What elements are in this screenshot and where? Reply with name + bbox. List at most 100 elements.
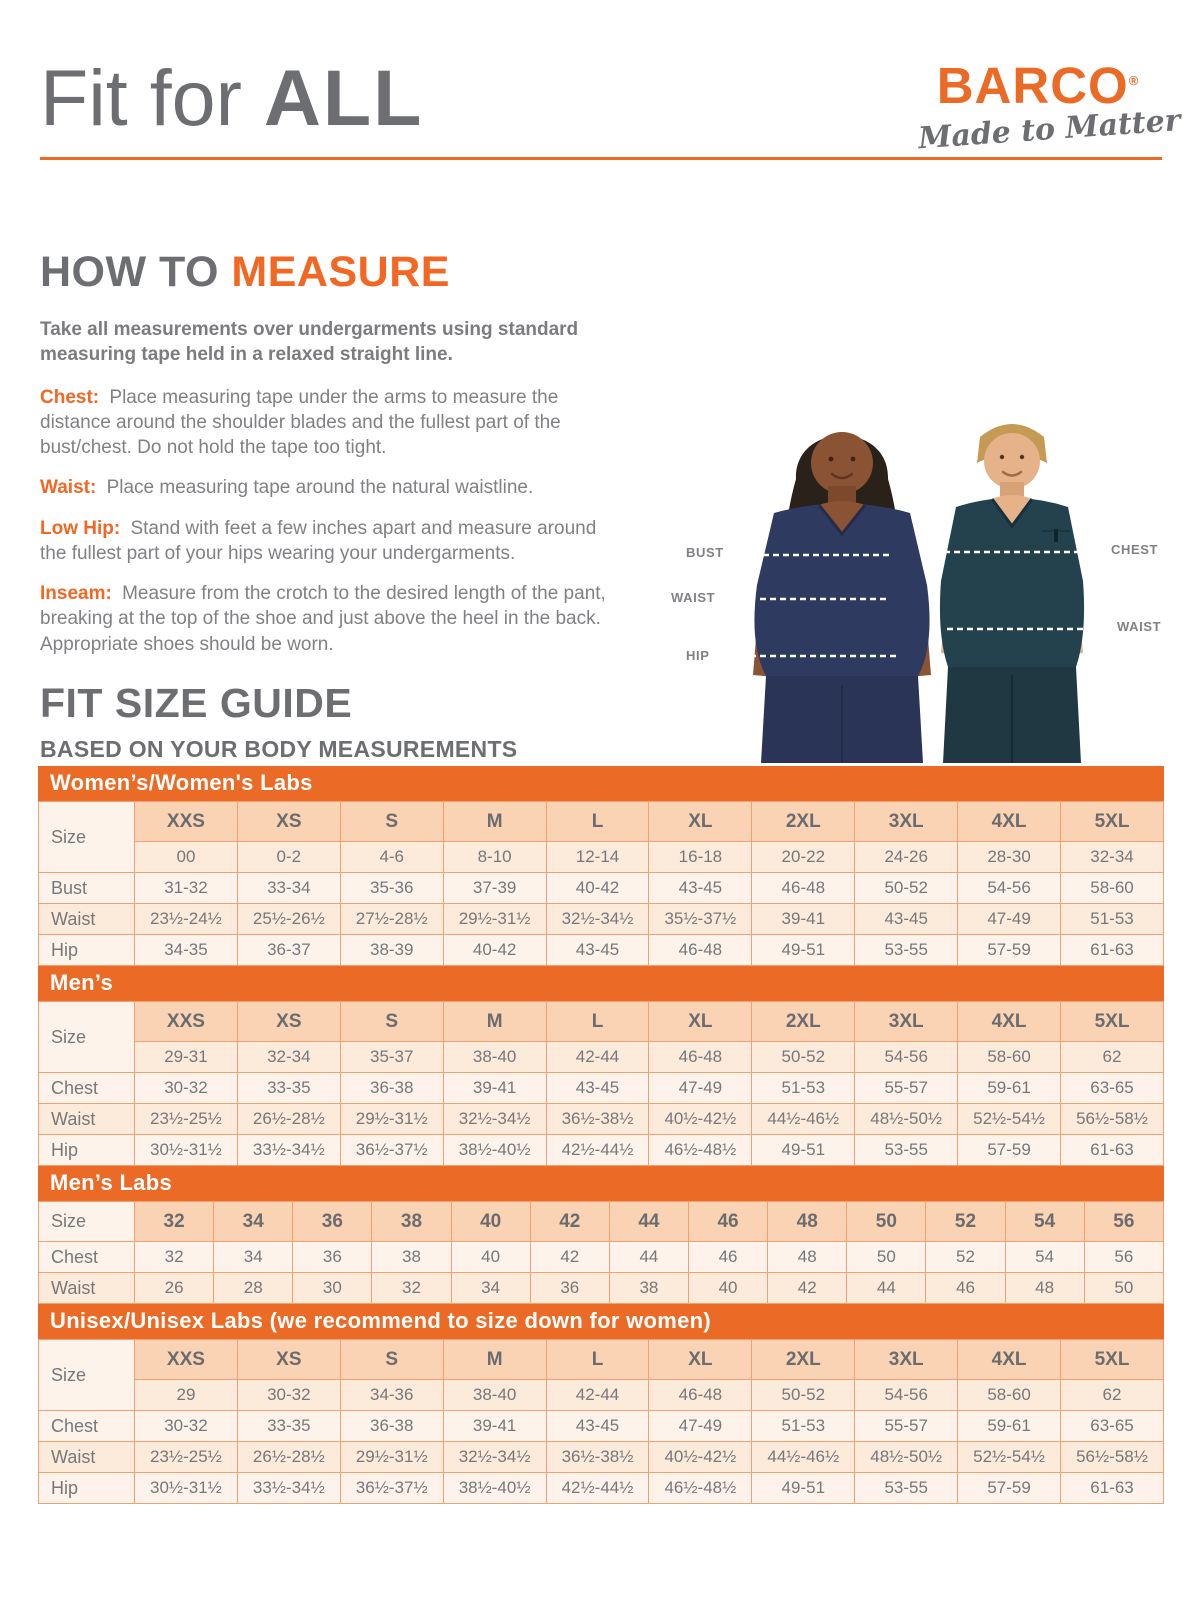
value-cell: 50 — [846, 1241, 927, 1273]
value-cell: 29½-31½ — [339, 1103, 444, 1135]
measurement-lines — [750, 550, 1095, 658]
value-cell: 42½-44½ — [545, 1134, 650, 1166]
value-cell: 39-41 — [751, 903, 856, 935]
value-cell: 46½-48½ — [648, 1134, 753, 1166]
size-header-cell: 34 — [213, 1201, 294, 1242]
numeric-size-cell: 46-48 — [648, 1041, 753, 1073]
measure-item-text: Place measuring tape around the natural … — [101, 477, 534, 499]
row-label-cell: Waist — [38, 1103, 135, 1135]
value-cell: 34-35 — [134, 934, 238, 966]
numeric-size-cell: 29 — [134, 1379, 238, 1411]
size-header-cell: 3XL — [854, 1339, 959, 1380]
value-cell: 52 — [925, 1241, 1006, 1273]
size-header-cell: 5XL — [1060, 1001, 1164, 1042]
value-cell: 33-35 — [236, 1072, 341, 1104]
value-cell: 61-63 — [1060, 1134, 1164, 1166]
numeric-size-cell: 42-44 — [545, 1041, 650, 1073]
value-cell: 48½-50½ — [854, 1441, 959, 1473]
numeric-size-cell: 30-32 — [236, 1379, 341, 1411]
numeric-size-row: 29-31 32-34 35-37 38-40 42-44 46-48 50-52 54-56… — [39, 1041, 1164, 1073]
size-header-cell: XXS — [134, 801, 238, 842]
value-cell: 27½-28½ — [339, 903, 444, 935]
measurement-row-chest: Chest 30-32 33-35 36-38 39-41 43-45 47-49 51-53… — [38, 1072, 1164, 1104]
fit-size-guide-heading: FIT SIZE GUIDE — [40, 680, 353, 726]
numeric-size-cell: 38-40 — [442, 1379, 547, 1411]
value-cell: 36½-37½ — [339, 1134, 444, 1166]
value-cell: 59-61 — [957, 1410, 1062, 1442]
numeric-size-cell: 38-40 — [442, 1041, 547, 1073]
measurement-row-waist: Waist 23½-24½ 25½-26½ 27½-28½ 29½-31½ 32½-34½… — [38, 903, 1164, 935]
size-header-cell: XL — [648, 801, 753, 842]
measure-item-label: Waist: — [40, 477, 97, 499]
value-cell: 35-36 — [339, 872, 444, 904]
size-table: Size XXS XS S M L XL 2XL 3XL 4XL 5XL 29-31 32-34 35-3… — [38, 1001, 1164, 1166]
value-cell: 36-38 — [339, 1410, 444, 1442]
size-header-row: Size XXS XS S M L XL 2XL 3XL 4XL 5XL — [38, 1339, 1164, 1411]
chest-label: CHEST — [1111, 542, 1159, 557]
value-cell: 23½-25½ — [134, 1103, 238, 1135]
size-header-cell: S — [339, 1339, 444, 1380]
how-to-measure-heading: HOW TO MEASURE — [40, 248, 625, 297]
size-header-cell: M — [442, 801, 547, 842]
value-cell: 43-45 — [545, 934, 650, 966]
value-cell: 57-59 — [957, 1472, 1062, 1504]
numeric-size-cell: 50-52 — [751, 1379, 856, 1411]
value-cell: 38-39 — [339, 934, 444, 966]
value-cell: 35½-37½ — [648, 903, 753, 935]
table-banner: Men’s Labs — [38, 1166, 1164, 1201]
table-banner: Men’s — [38, 966, 1164, 1001]
size-header-cell: 4XL — [957, 1339, 1062, 1380]
value-cell: 52½-54½ — [957, 1441, 1062, 1473]
value-cell: 40½-42½ — [648, 1441, 753, 1473]
page-title: Fit for ALL — [40, 52, 423, 144]
value-cell: 57-59 — [957, 1134, 1062, 1166]
size-header-cell: XS — [236, 1001, 341, 1042]
value-cell: 32½-34½ — [442, 1441, 547, 1473]
measurement-row-hip: Hip 30½-31½ 33½-34½ 36½-37½ 38½-40½ 42½-44½ 46… — [38, 1472, 1164, 1504]
numeric-size-cell: 4-6 — [339, 841, 444, 873]
measurement-row-chest: Chest 32 34 36 38 40 42 44 46 48 50 52 54 56 — [38, 1241, 1165, 1273]
female-model — [753, 432, 931, 763]
size-table-block-1: Men’s Size XXS XS S M L XL 2XL 3XL 4XL 5XL 29-31 32-3… — [38, 966, 1164, 1166]
value-cell: 33½-34½ — [236, 1134, 341, 1166]
brand-wordmark: BARCO® — [918, 60, 1158, 111]
value-cell: 32 — [371, 1272, 452, 1304]
barco-logo: BARCO® Made to Matter — [917, 60, 1182, 156]
value-cell: 39-41 — [442, 1072, 547, 1104]
value-cell: 47-49 — [648, 1410, 753, 1442]
table-banner: Women’s/Women's Labs — [38, 766, 1164, 801]
size-table-block-3: Unisex/Unisex Labs (we recommend to size… — [38, 1304, 1164, 1504]
value-cell: 46-48 — [751, 872, 856, 904]
value-cell: 46-48 — [648, 934, 753, 966]
value-cell: 23½-24½ — [134, 903, 238, 935]
measure-item-2: Low Hip: Stand with feet a few inches ap… — [40, 516, 625, 567]
numeric-size-cell: 24-26 — [854, 841, 959, 873]
numeric-size-cell: 46-48 — [648, 1379, 753, 1411]
size-header-cell: L — [545, 801, 650, 842]
value-cell: 37-39 — [442, 872, 547, 904]
size-header-row: Size 32 34 36 38 40 42 44 46 48 50 52 54 56 — [38, 1201, 1165, 1242]
table-banner: Unisex/Unisex Labs (we recommend to size… — [38, 1304, 1164, 1339]
header-divider — [40, 157, 1162, 160]
size-header-cell: 50 — [846, 1201, 927, 1242]
size-header-cell: 3XL — [854, 1001, 959, 1042]
numeric-size-cell: 32-34 — [236, 1041, 341, 1073]
value-cell: 56 — [1083, 1241, 1165, 1273]
measurement-row-waist: Waist 23½-25½ 26½-28½ 29½-31½ 32½-34½ 36½-38½… — [38, 1103, 1164, 1135]
value-cell: 50-52 — [854, 872, 959, 904]
numeric-size-cell: 54-56 — [854, 1041, 959, 1073]
value-cell: 49-51 — [751, 1472, 856, 1504]
numeric-size-cell: 00 — [134, 841, 238, 873]
size-header-cell: XXS — [134, 1001, 238, 1042]
value-cell: 61-63 — [1060, 934, 1164, 966]
size-header-cell: S — [339, 1001, 444, 1042]
size-label-cell: Size — [38, 1339, 135, 1411]
numeric-size-cell: 12-14 — [545, 841, 650, 873]
measure-items: Chest: Place measuring tape under the ar… — [40, 385, 625, 657]
size-label-cell: Size — [38, 801, 135, 873]
row-label-cell: Bust — [38, 872, 135, 904]
numeric-size-cell: 35-37 — [339, 1041, 444, 1073]
value-cell: 30-32 — [134, 1410, 238, 1442]
numeric-size-cell: 20-22 — [751, 841, 856, 873]
